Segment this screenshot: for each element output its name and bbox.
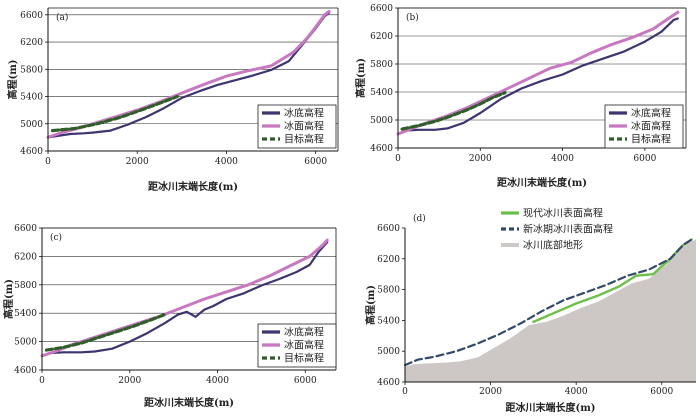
y-tick-label-a-0: 4600 [20,147,43,157]
y-tick-label-d-4: 6200 [377,255,400,265]
legend-label-c-1: 冰面高程 [284,339,324,352]
y-tick-label-c-4: 6200 [14,252,37,262]
y-tick-label-b-1: 5000 [370,116,393,126]
x-tick-label-b-2: 4000 [551,154,574,164]
x-tick-label-d-2: 4000 [565,387,588,397]
panel-label-a: (a) [56,12,68,23]
panel-label-d: (d) [413,213,426,224]
legend-label-a-2: 目标高程 [284,133,324,146]
y-tick-label-c-5: 6600 [14,224,37,234]
y-tick-label-b-2: 5400 [370,88,393,98]
legend-label-d-1: 新冰期冰川表面高程 [523,223,613,236]
y-tick-label-b-5: 6600 [370,4,393,14]
x-tick-label-a-1: 2000 [126,157,149,167]
x-axis-title-b: 距冰川末端长度(m) [497,176,587,189]
y-tick-label-d-2: 5400 [377,316,400,326]
x-tick-label-a-2: 4000 [215,157,238,167]
y-tick-label-c-3: 5800 [14,281,37,291]
y-tick-label-d-0: 4600 [377,378,400,388]
x-tick-label-c-1: 2000 [118,376,141,386]
chart-c: 4600 5000 5400 5800 6200 6600 0 2000 4000 6000 距冰川… [2,224,337,409]
y-tick-label-a-5: 6600 [20,11,43,21]
legend-label-d-2: 冰川底部地形 [523,239,583,252]
y-axis-title-c: 高程(m) [2,279,15,319]
x-tick-label-c-2: 4000 [206,376,229,386]
legend-label-b-1: 冰面高程 [631,120,671,133]
series-line-b-bed [396,17,679,136]
y-tick-label-a-3: 5800 [20,65,43,75]
x-axis-title-a: 距冰川末端长度(m) [148,180,238,193]
series-line-c-bed [40,241,329,357]
y-tick-label-c-0: 4600 [14,366,37,376]
panel-label-b: (b) [406,12,419,23]
x-tick-label-d-1: 2000 [479,387,502,397]
series-area-d-terrain [405,239,696,382]
y-tick-label-d-3: 5800 [377,286,400,296]
y-tick-label-a-1: 5000 [20,120,43,130]
legend-label-a-0: 冰底高程 [284,107,324,120]
x-tick-label-b-0: 0 [395,154,401,164]
y-tick-label-c-1: 5000 [14,338,37,348]
y-axis-title-b: 高程(m) [354,58,367,98]
series-line-c-target [44,313,167,352]
chart-d: 4600 5000 5400 5800 6200 6600 0 2000 4000 6000 距冰川… [364,207,696,414]
x-tick-label-a-0: 0 [45,157,51,167]
series-line-d-lia [403,238,693,367]
legend-label-c-0: 冰底高程 [284,326,324,339]
legend-label-b-0: 冰底高程 [631,107,671,120]
legend-label-d-0: 现代冰川表面高程 [523,207,603,220]
series-line-b-target [400,91,507,131]
series-line-a-target [50,94,179,133]
y-tick-label-d-1: 5000 [377,347,400,357]
x-tick-label-b-1: 2000 [469,154,492,164]
y-tick-label-b-4: 6200 [370,32,393,42]
x-tick-label-d-0: 0 [402,387,408,397]
y-axis-title-d: 高程(m) [364,285,377,325]
x-axis-title-d: 距冰川末端长度(m) [505,401,595,414]
legend-label-b-2: 目标高程 [631,133,671,146]
y-tick-label-c-2: 5400 [14,309,37,319]
y-tick-label-a-2: 5400 [20,93,43,103]
y-tick-label-b-3: 5800 [370,60,393,70]
x-tick-label-b-3: 6000 [633,154,656,164]
y-tick-label-a-4: 6200 [20,38,43,48]
y-axis-title-a: 高程(m) [6,59,19,99]
x-tick-label-c-0: 0 [39,376,45,386]
x-tick-label-c-3: 6000 [294,376,317,386]
legend-label-a-1: 冰面高程 [284,120,324,133]
legend-label-c-2: 目标高程 [284,352,324,365]
panel-label-c: (c) [50,232,62,243]
chart-b: 4600 5000 5400 5800 6200 6600 0 2000 4000 6000 距冰川… [354,4,687,189]
x-tick-label-a-3: 6000 [304,157,327,167]
chart-a: 4600 5000 5400 5800 6200 6600 0 2000 4000 6000 距冰川… [6,7,339,193]
y-tick-label-b-0: 4600 [370,144,393,154]
x-tick-label-d-3: 6000 [650,387,673,397]
y-tick-label-d-5: 6600 [377,224,400,234]
x-axis-title-c: 距冰川末端长度(m) [144,396,234,409]
